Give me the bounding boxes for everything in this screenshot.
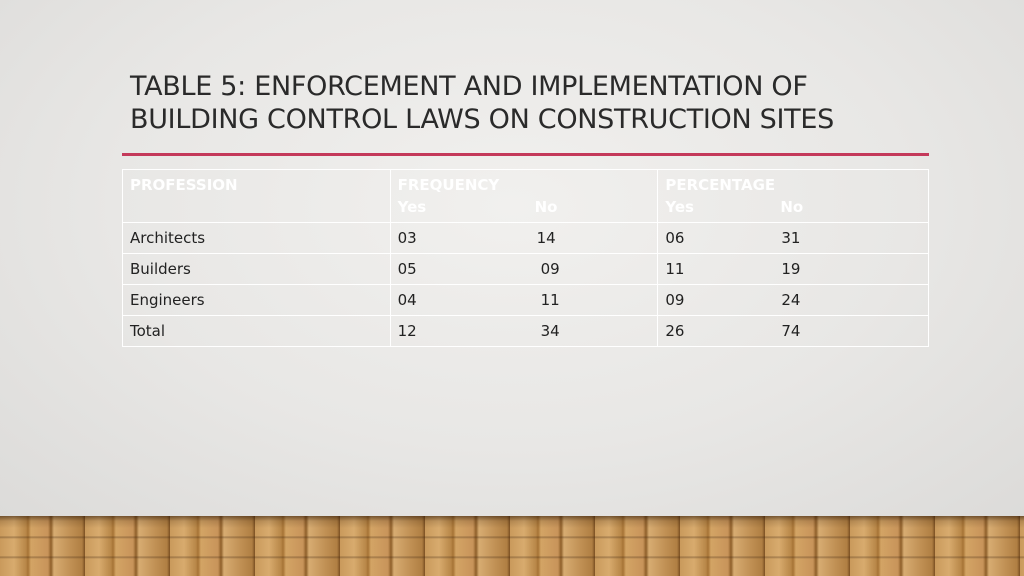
cell-profession: Builders <box>122 253 391 285</box>
table-row: Engineers 04 11 09 24 <box>122 284 929 316</box>
cell-frequency-no: 14 <box>536 229 556 247</box>
header-frequency-no: No <box>534 198 558 216</box>
wood-floor-decoration <box>0 516 1024 576</box>
table-row: Architects 03 14 06 31 <box>122 222 929 254</box>
table-row: Total 12 34 26 74 <box>122 315 929 347</box>
title-divider <box>122 153 929 156</box>
header-percentage-label: PERCENTAGE <box>665 176 776 194</box>
cell-percentage-yes: 06 <box>665 229 685 247</box>
cell-frequency-no: 11 <box>540 291 560 309</box>
table-header-row: PROFESSION FREQUENCY Yes No PERCENTAGE Ye… <box>122 169 929 223</box>
results-table: PROFESSION FREQUENCY Yes No PERCENTAGE Ye… <box>122 169 929 347</box>
cell-percentage-no: 24 <box>781 291 801 309</box>
header-frequency: FREQUENCY Yes No <box>389 169 659 223</box>
cell-frequency-yes: 03 <box>397 229 417 247</box>
header-frequency-yes: Yes <box>397 198 427 216</box>
slide-title-line-1: TABLE 5: ENFORCEMENT AND IMPLEMENTATION … <box>130 71 808 102</box>
cell-percentage: 09 24 <box>657 284 929 316</box>
cell-percentage-yes: 11 <box>665 260 685 278</box>
cell-percentage: 06 31 <box>657 222 929 254</box>
cell-frequency: 05 09 <box>389 253 659 285</box>
header-percentage-yes: Yes <box>665 198 694 216</box>
cell-profession: Engineers <box>122 284 391 316</box>
header-profession: PROFESSION <box>122 169 391 223</box>
cell-frequency-no: 09 <box>540 260 560 278</box>
cell-frequency-yes: 12 <box>397 322 417 340</box>
cell-frequency: 03 14 <box>389 222 659 254</box>
cell-frequency-yes: 05 <box>397 260 417 278</box>
cell-percentage-no: 19 <box>781 260 801 278</box>
header-percentage: PERCENTAGE Yes No <box>657 169 929 223</box>
cell-profession: Architects <box>122 222 391 254</box>
table-row: Builders 05 09 11 19 <box>122 253 929 285</box>
cell-frequency-yes: 04 <box>397 291 417 309</box>
cell-frequency: 12 34 <box>389 315 659 347</box>
header-percentage-no: No <box>780 198 804 216</box>
cell-frequency-no: 34 <box>540 322 560 340</box>
cell-percentage-yes: 26 <box>665 322 685 340</box>
cell-percentage-no: 31 <box>781 229 801 247</box>
slide-title: TABLE 5: ENFORCEMENT AND IMPLEMENTATION … <box>130 70 950 136</box>
slide-title-line-2: BUILDING CONTROL LAWS ON CONSTRUCTION SI… <box>130 104 834 135</box>
header-frequency-label: FREQUENCY <box>397 176 500 194</box>
header-profession-label: PROFESSION <box>130 176 238 194</box>
cell-percentage: 11 19 <box>657 253 929 285</box>
cell-percentage: 26 74 <box>657 315 929 347</box>
cell-profession: Total <box>122 315 391 347</box>
cell-percentage-yes: 09 <box>665 291 685 309</box>
header-percentage-subheaders: Yes No <box>665 198 928 217</box>
cell-percentage-no: 74 <box>781 322 801 340</box>
cell-frequency: 04 11 <box>389 284 659 316</box>
header-frequency-subheaders: Yes No <box>398 198 658 217</box>
